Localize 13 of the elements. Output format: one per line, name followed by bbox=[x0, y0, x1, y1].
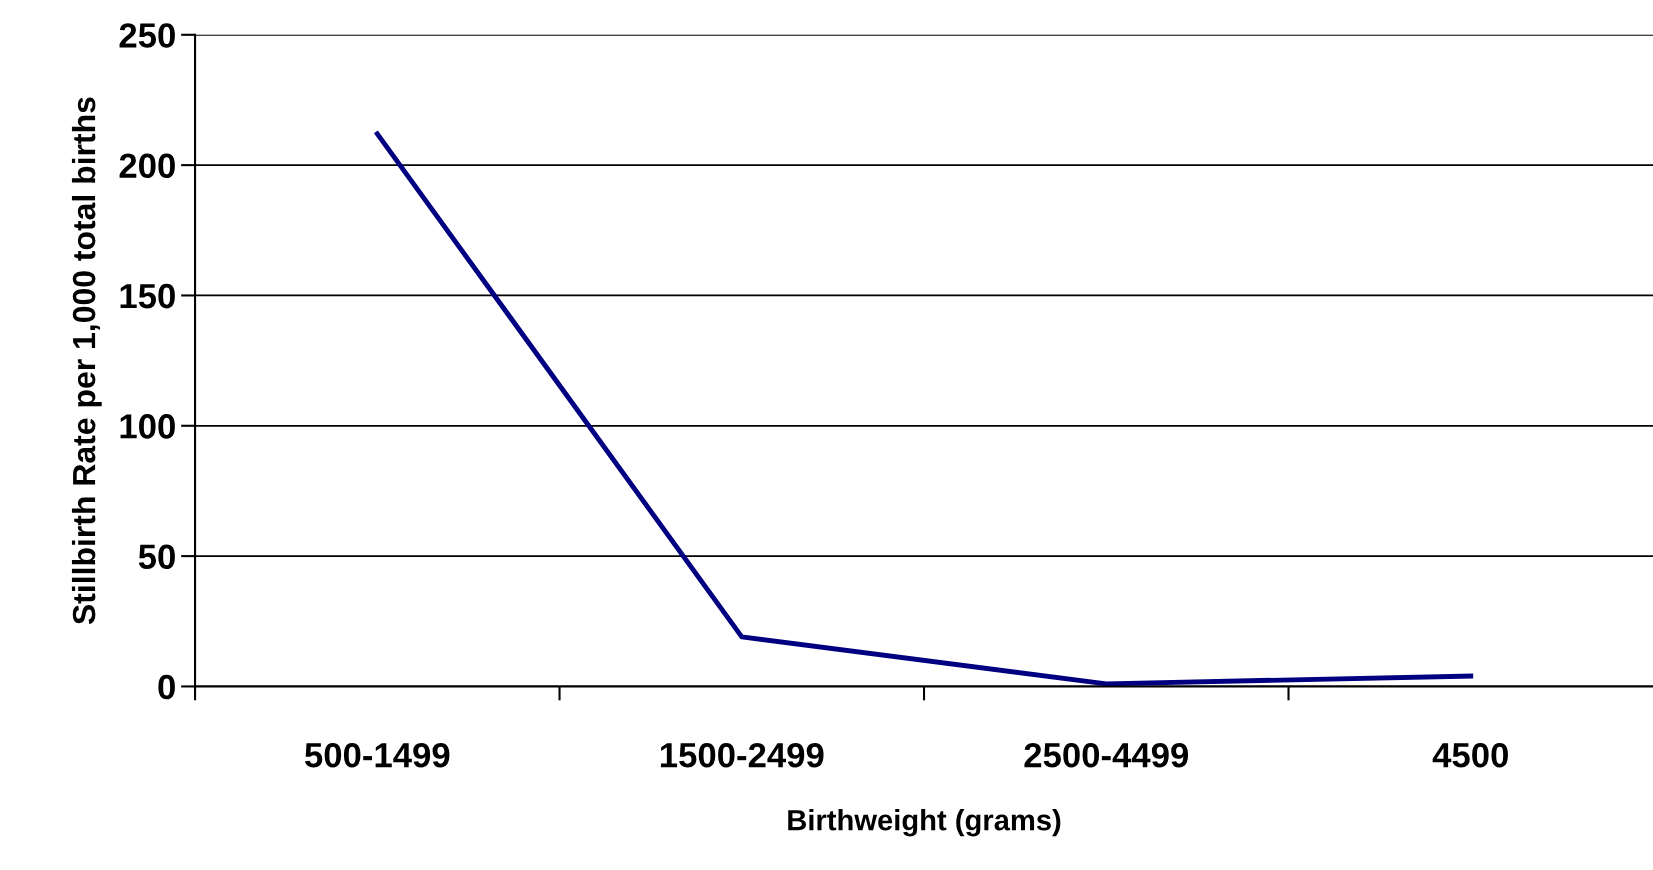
line-series bbox=[374, 131, 1474, 687]
y-axis-title: Stillbirth Rate per 1,000 total births bbox=[71, 97, 102, 625]
y-tick-label: 250 bbox=[119, 23, 175, 48]
y-tick-label: 100 bbox=[120, 414, 175, 439]
y-tick-label: 150 bbox=[120, 283, 175, 309]
y-tick-label: 0 bbox=[158, 674, 175, 700]
x-tick-label: 500-1499 bbox=[305, 742, 450, 768]
y-tick-label: 200 bbox=[119, 153, 175, 179]
x-tick-label: 1500-2499 bbox=[660, 742, 824, 768]
x-tick-label: 4500 bbox=[1432, 742, 1508, 768]
y-tick-label: 50 bbox=[138, 544, 175, 570]
x-axis-title: Birthweight (grams) bbox=[788, 809, 1061, 837]
x-tick-label: 2500-4499 bbox=[1024, 742, 1189, 768]
